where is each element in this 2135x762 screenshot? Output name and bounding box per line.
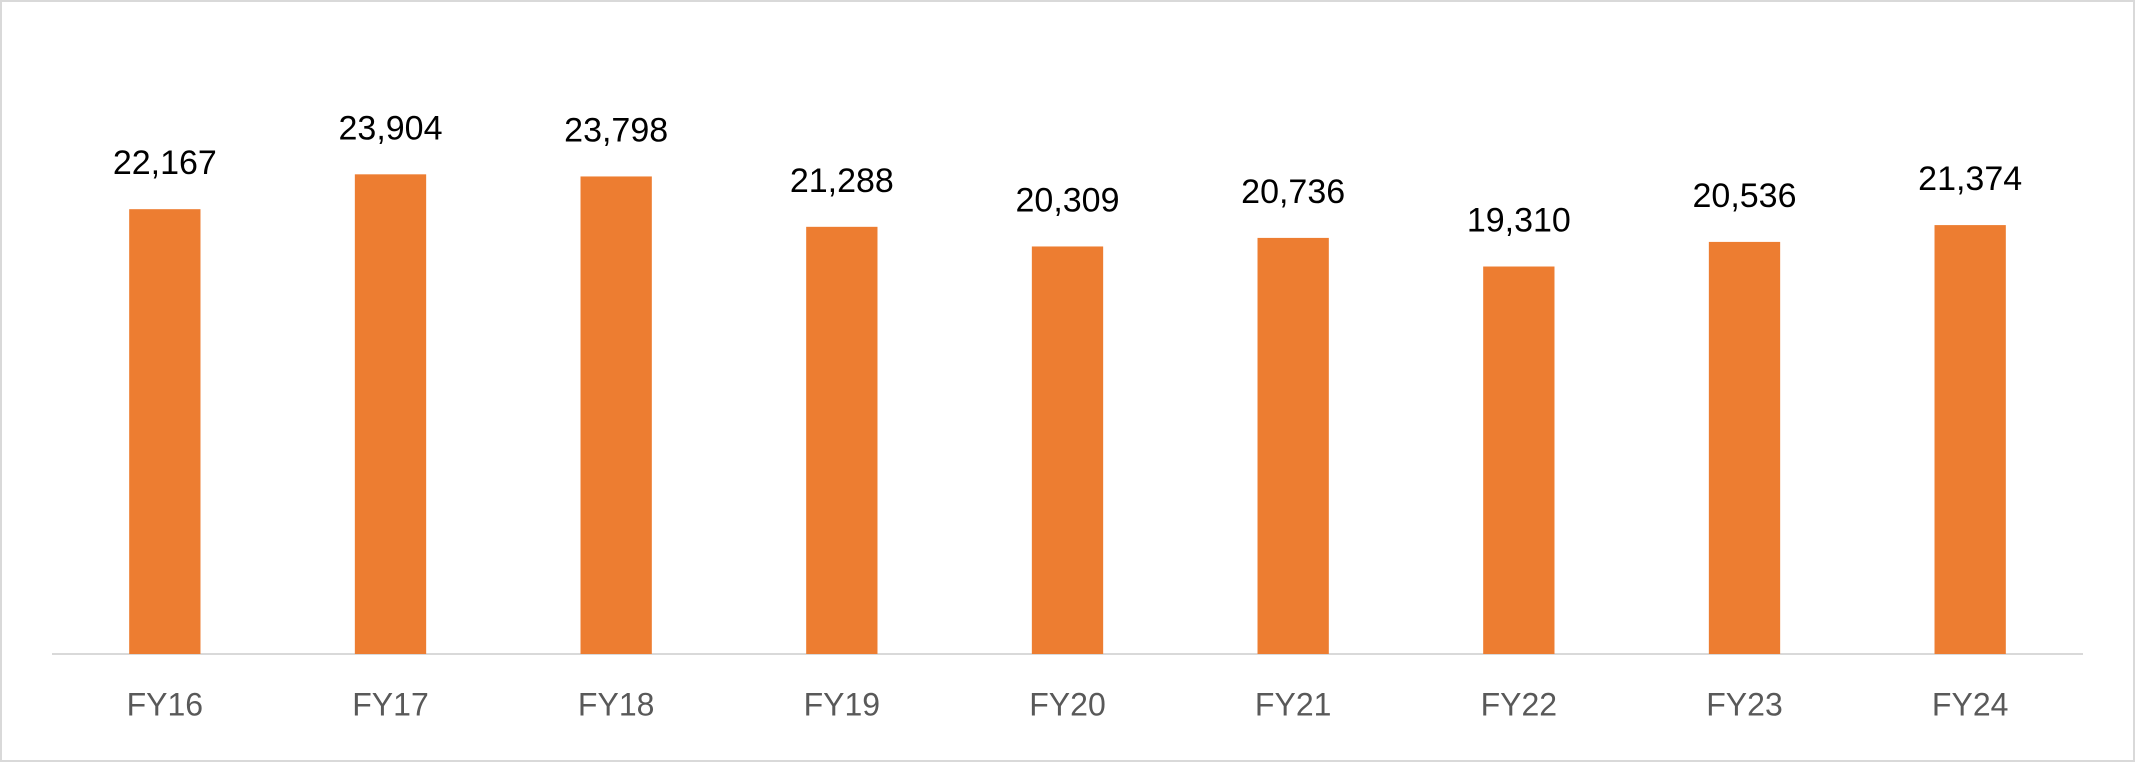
data-label: 22,167	[113, 144, 217, 182]
bar	[1483, 266, 1555, 654]
x-tick-label: FY19	[804, 686, 880, 722]
bar	[129, 209, 201, 655]
bar	[1257, 237, 1329, 655]
x-tick-label: FY18	[578, 686, 654, 722]
x-tick-label: FY24	[1932, 686, 2008, 722]
data-label: 23,798	[564, 111, 668, 149]
bar	[580, 176, 652, 654]
x-tick-label: FY16	[127, 686, 203, 722]
x-tick-label: FY21	[1255, 686, 1331, 722]
bar	[1934, 225, 2006, 654]
x-tick-label: FY22	[1481, 686, 1557, 722]
bar	[806, 226, 878, 654]
data-label: 21,374	[1918, 160, 2022, 198]
x-tick-label: FY23	[1706, 686, 1782, 722]
bar	[1031, 246, 1104, 654]
data-label: 19,310	[1467, 201, 1571, 239]
data-label: 20,536	[1693, 177, 1797, 215]
data-label: 20,736	[1241, 173, 1345, 211]
bar	[1708, 241, 1781, 654]
bar	[354, 174, 427, 654]
data-label: 23,904	[339, 109, 443, 147]
data-label: 21,288	[790, 162, 894, 200]
x-tick-label: FY17	[352, 686, 428, 722]
x-tick-label: FY20	[1029, 686, 1105, 722]
data-label: 20,309	[1016, 181, 1120, 219]
